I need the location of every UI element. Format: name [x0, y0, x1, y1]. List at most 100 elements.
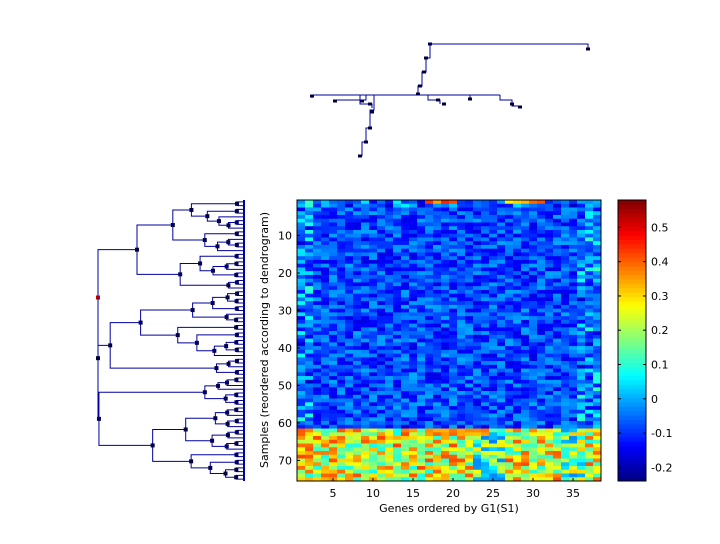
heatmap-cell [473, 293, 482, 298]
heatmap-cell [305, 353, 314, 358]
heatmap-cell [369, 462, 378, 467]
heatmap-cell [337, 376, 346, 381]
heatmap-cell [513, 353, 522, 358]
heatmap-cell [577, 346, 586, 351]
heatmap-cell [353, 203, 362, 208]
dendrogram-node [234, 306, 239, 311]
heatmap-cell [425, 439, 434, 444]
heatmap-cell [409, 447, 418, 452]
heatmap-cell [545, 218, 554, 223]
heatmap-cell [417, 248, 426, 253]
heatmap-cell [473, 451, 482, 456]
dendrogram-node [215, 244, 220, 249]
heatmap-cell [441, 349, 450, 354]
heatmap-cell [577, 428, 586, 433]
heatmap-cell [321, 428, 330, 433]
heatmap-cell [553, 327, 562, 332]
colorbar-segment [618, 437, 646, 442]
heatmap-cell [457, 293, 466, 298]
heatmap-cell [441, 271, 450, 276]
heatmap-cell [473, 436, 482, 441]
heatmap-cell [297, 226, 306, 231]
colorbar-tick-label: 0 [651, 393, 658, 406]
heatmap-cell [481, 357, 490, 362]
heatmap-cell [465, 466, 474, 471]
heatmap-cell [545, 364, 554, 369]
heatmap-cell [425, 473, 434, 478]
y-tick-label: 60 [278, 417, 292, 430]
heatmap-cell [481, 346, 490, 351]
heatmap-cell [337, 413, 346, 418]
heatmap-cell [505, 417, 514, 422]
heatmap-cell [553, 237, 562, 242]
heatmap-cell [529, 278, 538, 283]
heatmap-cell [321, 443, 330, 448]
heatmap-cell [369, 297, 378, 302]
heatmap-cell [497, 349, 506, 354]
heatmap-cell [329, 353, 338, 358]
heatmap-cell [505, 346, 514, 351]
heatmap-cell [385, 451, 394, 456]
heatmap-cell [297, 462, 306, 467]
heatmap-cell [497, 451, 506, 456]
heatmap-cell [353, 364, 362, 369]
heatmap-cell [401, 226, 410, 231]
heatmap-cell [489, 372, 498, 377]
heatmap-cell [329, 428, 338, 433]
heatmap-cell [561, 301, 570, 306]
heatmap-cell [473, 256, 482, 261]
heatmap-cell [377, 376, 386, 381]
heatmap-cell [577, 439, 586, 444]
heatmap-cell [473, 323, 482, 328]
heatmap-cell [321, 473, 330, 478]
heatmap-cell [313, 278, 322, 283]
heatmap-cell [473, 248, 482, 253]
heatmap-cell [513, 244, 522, 250]
heatmap-cell [321, 229, 330, 235]
y-tick-label: 20 [278, 267, 292, 280]
heatmap-cell [537, 436, 546, 441]
heatmap-cell [585, 376, 594, 381]
heatmap-cell [449, 297, 458, 302]
heatmap-cell [441, 364, 450, 369]
heatmap-cell [369, 214, 378, 220]
colorbar-segment [618, 371, 646, 377]
heatmap-cell [377, 391, 386, 396]
heatmap-cell [553, 308, 562, 313]
heatmap-cell [553, 278, 562, 283]
heatmap-cell [481, 312, 490, 317]
heatmap-cell [393, 301, 402, 306]
heatmap-cell [513, 200, 522, 205]
heatmap-cell [377, 417, 386, 422]
heatmap-cell [385, 406, 394, 411]
colorbar-segment [618, 393, 646, 398]
heatmap-cell [393, 334, 402, 339]
heatmap-cell [353, 241, 362, 246]
heatmap-cell [313, 413, 322, 418]
heatmap-cell [521, 331, 530, 336]
heatmap-cell [441, 312, 450, 317]
heatmap-cell [593, 267, 602, 272]
heatmap-cell [377, 289, 386, 294]
heatmap-cell [449, 267, 458, 272]
heatmap-cell [417, 200, 426, 205]
heatmap-cell [465, 334, 474, 339]
heatmap-cell [481, 267, 490, 272]
heatmap-cell [337, 233, 346, 238]
heatmap-cell [481, 319, 490, 324]
heatmap-cell [329, 409, 338, 414]
colorbar-segment [618, 208, 646, 214]
heatmap-cell [593, 233, 602, 238]
heatmap-cell [433, 372, 442, 377]
heatmap-cell [465, 477, 474, 482]
heatmap-cell [521, 451, 530, 456]
heatmap-cell [513, 346, 522, 351]
heatmap-cell [441, 387, 450, 392]
dendrogram-node [96, 356, 100, 361]
heatmap-cell [553, 349, 562, 354]
heatmap-cell [433, 413, 442, 418]
heatmap-cell [481, 383, 490, 388]
heatmap-cell [505, 323, 514, 328]
heatmap-cell [353, 346, 362, 351]
